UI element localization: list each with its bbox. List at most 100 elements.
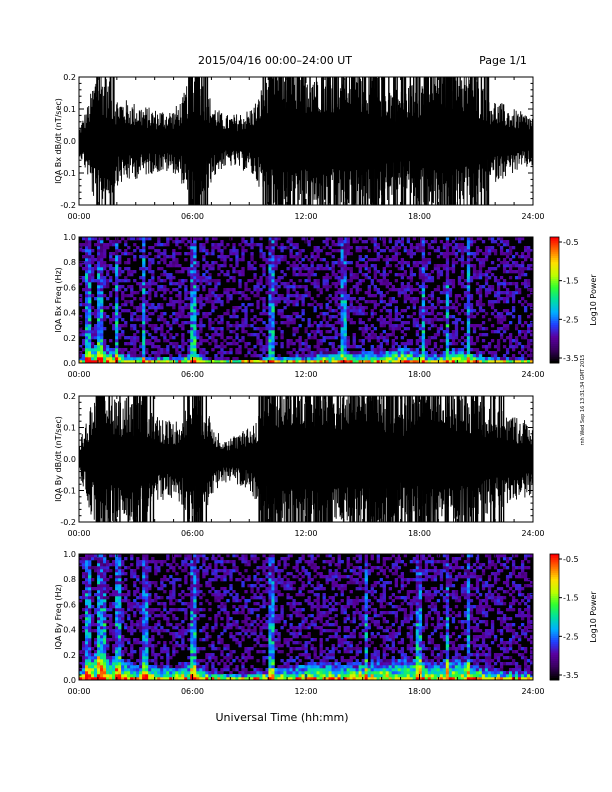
spectrogram-cell: [142, 309, 146, 313]
colorbar-step: [550, 260, 559, 263]
spectrogram-cell: [466, 297, 471, 301]
spectrogram-cell: [403, 360, 408, 364]
spectrogram-cell: [382, 276, 386, 280]
spectrogram-cell: [208, 324, 212, 328]
spectrogram-cell: [178, 360, 182, 364]
spectrogram-cell: [106, 566, 110, 570]
spectrogram-cell: [109, 252, 113, 256]
spectrogram-cell: [406, 294, 411, 298]
spectrogram-cell: [130, 300, 134, 304]
spectrogram-cell: [151, 653, 155, 657]
spectrogram-cell: [223, 258, 227, 262]
spectrogram-cell: [499, 333, 504, 337]
spectrogram-cell: [118, 668, 122, 672]
spectrogram-cell: [448, 300, 453, 304]
spectrogram-cell: [349, 306, 353, 310]
spectrogram-cell: [301, 303, 305, 307]
spectrogram-cell: [88, 237, 92, 241]
spectrogram-cell: [88, 342, 92, 346]
spectrogram-cell: [511, 255, 516, 259]
spectrogram-cell: [94, 312, 98, 316]
spectrogram-cell: [190, 300, 194, 304]
spectrogram-cell: [184, 285, 188, 289]
spectrogram-cell: [88, 557, 92, 561]
spectrogram-cell: [133, 279, 137, 283]
spectrogram-cell: [322, 339, 326, 343]
spectrogram-cell: [106, 674, 110, 678]
spectrogram-cell: [478, 258, 483, 262]
spectrogram-cell: [100, 339, 104, 343]
spectrogram-cell: [196, 288, 200, 292]
spectrogram-cell: [85, 620, 89, 624]
spectrogram-cell: [379, 273, 383, 277]
spectrogram-cell: [109, 623, 113, 627]
spectrogram-cell: [484, 312, 489, 316]
spectrogram-cell: [88, 596, 92, 600]
spectrogram-cell: [520, 267, 525, 271]
spectrogram-cell: [160, 267, 164, 271]
spectrogram-cell: [352, 345, 356, 349]
spectrogram-cell: [148, 342, 152, 346]
spectrogram-cell: [517, 333, 522, 337]
spectrogram-cell: [178, 297, 182, 301]
spectrogram-cell: [478, 264, 483, 268]
spectrogram-cell: [103, 671, 107, 675]
spectrogram-cell: [238, 291, 242, 295]
spectrogram-cell: [241, 294, 245, 298]
spectrogram-cell: [487, 345, 492, 349]
spectrogram-cell: [295, 351, 299, 355]
spectrogram-cell: [436, 333, 441, 337]
spectrogram-cell: [334, 321, 338, 325]
spectrogram-cell: [169, 237, 173, 241]
spectrogram-cell: [187, 354, 191, 358]
spectrogram-cell: [373, 336, 377, 340]
spectrogram-cell: [115, 635, 119, 639]
spectrogram-cell: [85, 647, 89, 651]
spectrogram-cell: [220, 255, 224, 259]
spectrogram-cell: [262, 312, 266, 316]
spectrogram-cell: [220, 357, 224, 361]
colorbar-step: [550, 297, 559, 301]
spectrogram-cell: [502, 324, 507, 328]
spectrogram-cell: [121, 270, 125, 274]
colorbar-step: [550, 239, 559, 242]
spectrogram-cell: [181, 270, 185, 274]
spectrogram-cell: [526, 330, 531, 334]
spectrogram-cell: [79, 300, 83, 304]
spectrogram-cell: [430, 297, 435, 301]
spectrogram-cell: [325, 276, 329, 280]
spectrogram-cell: [481, 303, 486, 307]
spectrogram-cell: [115, 333, 119, 337]
spectrogram-cell: [283, 315, 287, 319]
spectrogram-cell: [373, 288, 377, 292]
spectrogram-cell: [202, 267, 206, 271]
spectrogram-cell: [100, 342, 104, 346]
spectrogram-cell: [373, 348, 377, 352]
spectrogram-cell: [88, 273, 92, 277]
spectrogram-cell: [313, 336, 317, 340]
spectrogram-cell: [502, 291, 507, 295]
spectrogram-cell: [115, 249, 119, 253]
spectrogram-cell: [472, 330, 477, 334]
spectrogram-cell: [394, 258, 399, 262]
spectrogram-cell: [130, 288, 134, 292]
spectrogram-cell: [190, 240, 194, 244]
spectrogram-cell: [274, 321, 278, 325]
spectrogram-cell: [250, 252, 254, 256]
spectrogram-cell: [421, 252, 426, 256]
spectrogram-cell: [442, 318, 447, 322]
spectrogram-cell: [103, 593, 107, 597]
spectrogram-cell: [289, 339, 293, 343]
spectrogram-cell: [268, 339, 272, 343]
spectrogram-cell: [484, 252, 489, 256]
spectrogram-cell: [463, 357, 468, 361]
spectrogram-cell: [511, 291, 516, 295]
plot-title: 2015/04/16 00:00–24:00 UT: [198, 54, 352, 67]
spectrogram-cell: [490, 360, 495, 364]
spectrogram-cell: [118, 360, 122, 364]
spectrogram-cell: [91, 276, 95, 280]
spectrogram-cell: [259, 237, 263, 241]
spectrogram-cell: [241, 327, 245, 331]
spectrogram-cell: [82, 629, 86, 633]
spectrogram-cell: [235, 249, 239, 253]
